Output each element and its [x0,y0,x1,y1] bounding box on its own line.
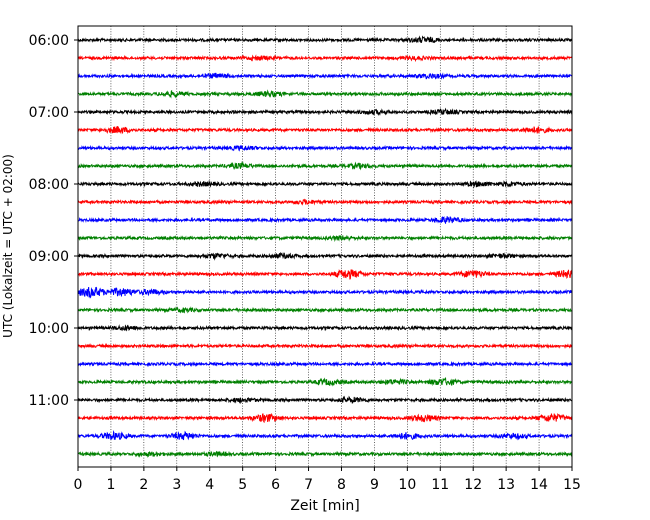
x-tick-label: 6 [271,477,280,493]
x-tick-label: 11 [431,477,449,493]
trace-1015 [77,342,573,350]
trace-1000 [77,324,573,332]
y-tick-label: 11:00 [29,393,69,409]
trace-0945 [77,306,573,314]
trace-0615 [77,54,573,63]
trace-0630 [77,72,573,80]
trace-1130 [77,429,573,441]
trace-0715 [77,126,573,135]
plot-frame [77,25,573,468]
trace-0800 [77,179,573,189]
trace-0730 [77,144,573,152]
trace-1045 [77,377,573,387]
x-tick-label: 15 [563,477,581,493]
trace-0930 [77,286,573,299]
x-tick-label: 8 [337,477,346,493]
x-tick-label: 9 [370,477,379,493]
trace-0645 [77,89,573,99]
x-tick-label: 7 [304,477,313,493]
trace-0745 [77,161,573,171]
trace-0915 [77,269,573,280]
y-tick-label: 06:00 [29,33,69,49]
y-tick-label: 09:00 [29,249,69,265]
trace-0900 [77,251,573,261]
x-tick-label: 3 [172,477,181,493]
trace-0815 [77,198,573,206]
x-tick-label: 10 [398,477,416,493]
x-gridlines [110,26,540,467]
x-tick-label: 5 [238,477,247,493]
x-tick-label: 0 [74,477,83,493]
x-axis-label: Zeit [min] [290,498,359,514]
x-tick-label: 13 [497,477,515,493]
trace-1030 [77,360,573,368]
trace-1115 [77,412,573,424]
y-axis-label: UTC (Lokalzeit = UTC + 02:00) [1,154,15,338]
x-tick-label: 2 [139,477,148,493]
y-axis-ticks: 06:00 07:00 08:00 09:00 10:00 11:00 [29,33,78,409]
trace-0845 [77,234,573,243]
x-tick-label: 1 [106,477,115,493]
x-tick-label: 14 [530,477,548,493]
y-tick-label: 07:00 [29,105,69,121]
trace-0700 [77,107,573,116]
x-tick-label: 12 [464,477,482,493]
trace-0830 [77,215,573,224]
trace-0600 [77,35,573,44]
trace-1100 [77,395,573,405]
traces [77,35,573,458]
y-tick-label: 10:00 [29,321,69,337]
x-tick-label: 4 [205,477,214,493]
y-tick-label: 08:00 [29,177,69,193]
x-axis-ticks: 0 1 2 3 4 5 6 7 8 9 10 11 12 13 14 15 [74,467,581,493]
trace-1145 [77,450,573,458]
